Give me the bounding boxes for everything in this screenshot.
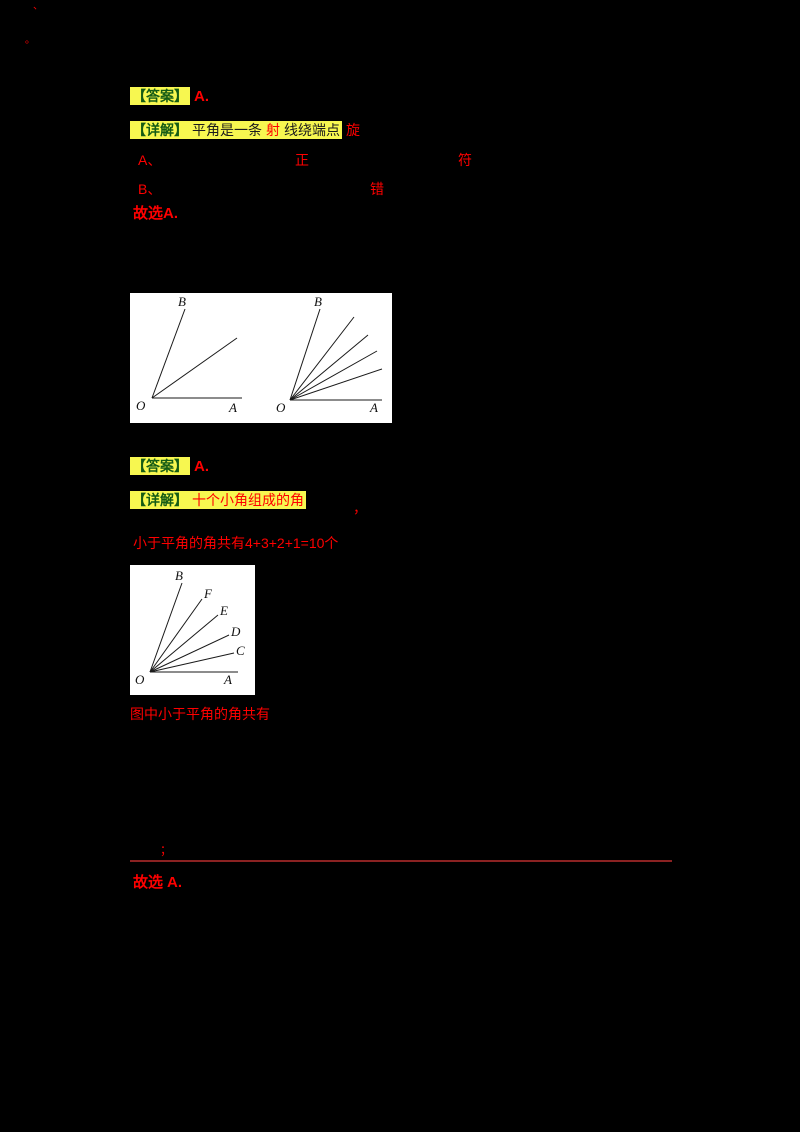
left-label-O: O xyxy=(136,398,146,413)
detail-tail-red-char: ， xyxy=(353,500,367,516)
conclusion-2-value: A. xyxy=(167,874,183,891)
figure-caption: 图中小于平角的角共有 xyxy=(130,706,270,722)
label-F: F xyxy=(203,586,213,601)
detail-highlight-red-char: 射 xyxy=(264,121,282,139)
ray-OB xyxy=(149,582,183,673)
detail-after-red-char: 旋 xyxy=(346,122,360,138)
conclusion-1: 故选A. xyxy=(133,205,179,222)
option-b-prefix: B、 xyxy=(138,181,162,197)
answer-row-2: 【答案】 A. xyxy=(130,457,209,475)
label-A: A xyxy=(223,672,232,687)
left-label-A: A xyxy=(228,400,237,415)
right-ray-4 xyxy=(289,368,383,401)
right-ray-OB xyxy=(289,308,321,401)
detail-row-1: 【详解】 平角是一条射线绕端点旋 xyxy=(130,121,360,139)
option-a-red-char-far: 符 xyxy=(458,152,472,168)
right-ray-3 xyxy=(289,350,378,401)
option-a-red-char: 正 xyxy=(295,152,309,168)
ray-OC xyxy=(149,652,235,673)
left-ray-mid xyxy=(151,337,238,399)
ray-OF xyxy=(149,598,203,673)
left-ray-OB xyxy=(151,308,186,399)
right-ray-1 xyxy=(289,316,355,401)
right-label-A: A xyxy=(369,400,378,415)
left-label-B: B xyxy=(178,294,186,309)
detail-row-2: 【详解】 十个小角组成的角 xyxy=(130,491,306,509)
right-ray-2 xyxy=(289,334,369,401)
answer-label-2: 【答案】 xyxy=(130,457,190,475)
ray-fan-svg: O A C D E F B xyxy=(135,568,245,687)
detail-highlight-text-1: 平角是一条 xyxy=(190,121,264,139)
label-C: C xyxy=(236,643,245,658)
conclusion-2-prefix: 故选 xyxy=(133,874,164,891)
conclusion-row-2: 故选 A. xyxy=(133,874,182,891)
answer-value: A. xyxy=(194,88,209,105)
figure-angles-pair: O A B O A B xyxy=(130,293,392,423)
right-label-O: O xyxy=(276,400,286,415)
label-O: O xyxy=(135,672,145,687)
label-B: B xyxy=(175,568,183,583)
angle-diagram-svg: O A B O A B xyxy=(136,294,383,415)
work-line: 小于平角的角共有4+3+2+1=10个 xyxy=(133,535,339,551)
figure-ray-fan: O A C D E F B xyxy=(130,565,255,695)
detail-label-2: 【详解】 xyxy=(130,491,190,509)
ray-OE xyxy=(149,614,219,673)
answer-row-1: 【答案】 A. xyxy=(130,87,209,105)
detail-highlight-text-2: 线绕端点 xyxy=(282,121,342,139)
ray-OD xyxy=(149,634,230,673)
answer-label: 【答案】 xyxy=(130,87,190,105)
answer-value-2: A. xyxy=(194,458,209,475)
option-a-prefix: A、 xyxy=(138,152,162,168)
label-D: D xyxy=(230,624,241,639)
option-b-red-char: 错 xyxy=(370,181,384,197)
dark-red-divider xyxy=(130,860,672,862)
tail-red-mark: ； xyxy=(160,843,173,857)
right-label-B: B xyxy=(314,294,322,309)
detail-label: 【详解】 xyxy=(130,121,190,139)
header-red-mark-1: 、 xyxy=(33,1,43,12)
detail-highlight-red-text: 十个小角组成的角 xyxy=(190,491,306,509)
header-red-mark-2: 。 xyxy=(25,35,35,46)
label-E: E xyxy=(219,603,228,618)
